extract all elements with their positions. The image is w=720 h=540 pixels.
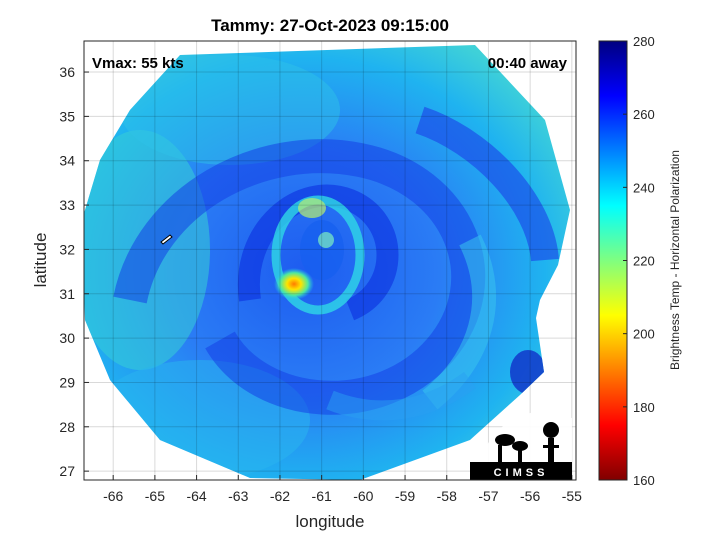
x-tick-label: -66 bbox=[103, 488, 123, 504]
y-axis-label: latitude bbox=[31, 233, 50, 288]
y-tick-label: 32 bbox=[59, 241, 75, 257]
colorbar-tick-label: 200 bbox=[633, 327, 655, 342]
grid-lines bbox=[84, 41, 576, 480]
colorbar-tick-label: 220 bbox=[633, 254, 655, 269]
time-away-annotation: 00:40 away bbox=[488, 55, 568, 72]
axes-border bbox=[83, 40, 577, 481]
x-tick-label: -60 bbox=[353, 488, 373, 504]
chart-title: Tammy: 27-Oct-2023 09:15:00 bbox=[211, 16, 449, 35]
x-tick-label: -64 bbox=[186, 488, 206, 504]
y-tick-label: 33 bbox=[59, 197, 75, 213]
colorbar: 160 180 200 220 240 260 280 Brightness Temp - … bbox=[598, 34, 682, 488]
colorbar-gradient bbox=[598, 40, 628, 481]
y-tick-label: 34 bbox=[59, 153, 75, 169]
x-tick-label: -61 bbox=[312, 488, 332, 504]
x-tick-label: -63 bbox=[228, 488, 248, 504]
y-tick-label: 29 bbox=[59, 374, 75, 390]
x-tick-label: -65 bbox=[145, 488, 165, 504]
colorbar-tick-label: 260 bbox=[633, 107, 655, 122]
cimss-logo-text: CIMSS bbox=[494, 467, 549, 479]
y-tick-label: 35 bbox=[59, 108, 75, 124]
x-tick-label: -58 bbox=[437, 488, 457, 504]
vmax-annotation: Vmax: 55 kts bbox=[92, 55, 184, 72]
cimss-logo: CIMSS bbox=[470, 411, 572, 480]
colorbar-tick-label: 180 bbox=[633, 400, 655, 415]
y-tick-label: 36 bbox=[59, 64, 75, 80]
colorbar-tick-label: 160 bbox=[633, 473, 655, 488]
x-tick-label: -62 bbox=[270, 488, 290, 504]
x-tick-label: -59 bbox=[395, 488, 415, 504]
colorbar-ticks: 160 180 200 220 240 260 280 bbox=[623, 34, 655, 488]
y-ticks: 27 28 29 30 31 32 33 34 35 36 bbox=[59, 64, 89, 479]
x-tick-label: -56 bbox=[520, 488, 540, 504]
colorbar-tick-label: 280 bbox=[633, 34, 655, 49]
y-tick-label: 27 bbox=[59, 463, 75, 479]
x-axis-label: longitude bbox=[295, 512, 364, 531]
y-tick-label: 31 bbox=[59, 286, 75, 302]
colorbar-tick-label: 240 bbox=[633, 180, 655, 195]
x-tick-label: -55 bbox=[562, 488, 582, 504]
y-tick-label: 30 bbox=[59, 330, 75, 346]
colorbar-label: Brightness Temp - Horizontal Polarizatio… bbox=[668, 150, 682, 370]
x-tick-label: -57 bbox=[478, 488, 498, 504]
brightness-field bbox=[84, 45, 570, 480]
y-tick-label: 28 bbox=[59, 419, 75, 435]
